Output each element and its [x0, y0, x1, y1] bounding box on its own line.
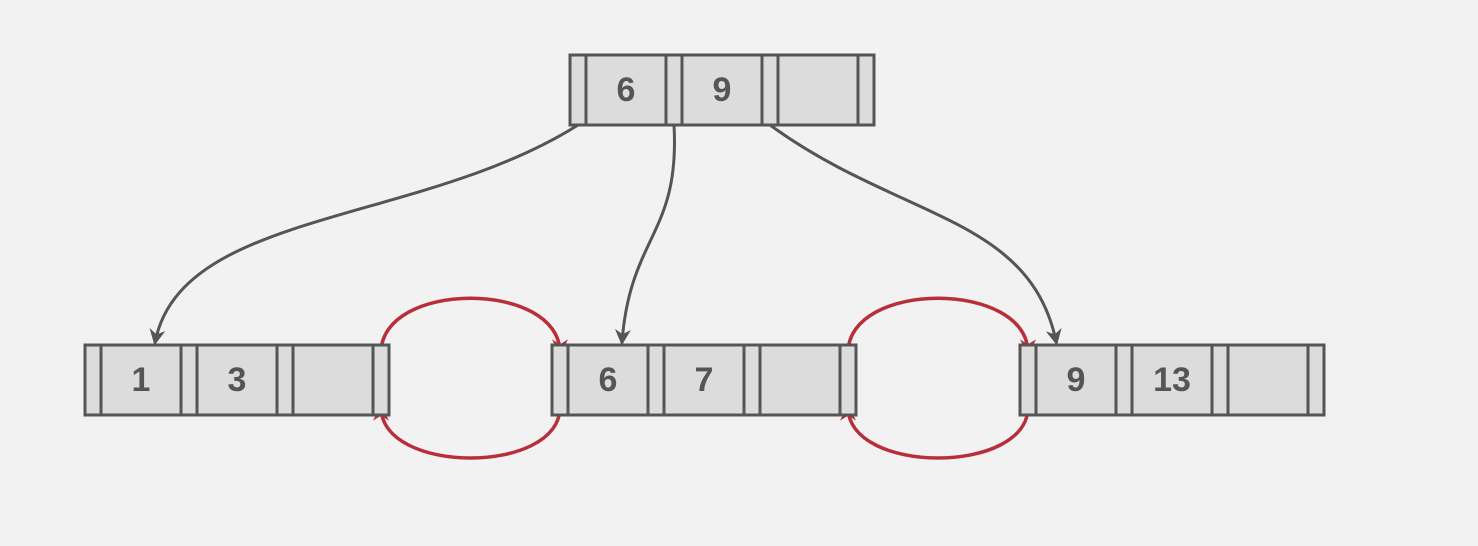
node-key: 1	[132, 361, 151, 399]
btree-node: 69	[570, 55, 874, 125]
btree-node: 67	[552, 345, 856, 415]
node-key: 6	[599, 361, 618, 399]
node-key: 9	[713, 71, 732, 109]
node-key: 3	[228, 361, 247, 399]
btree-node: 9 13	[1020, 345, 1324, 415]
btree-diagram: 691367913	[0, 0, 1478, 546]
btree-node: 13	[85, 345, 389, 415]
node-key: 9	[1067, 361, 1086, 399]
node-key: 6	[617, 71, 636, 109]
node-key: 7	[695, 361, 714, 399]
node-key: 13	[1153, 361, 1191, 399]
